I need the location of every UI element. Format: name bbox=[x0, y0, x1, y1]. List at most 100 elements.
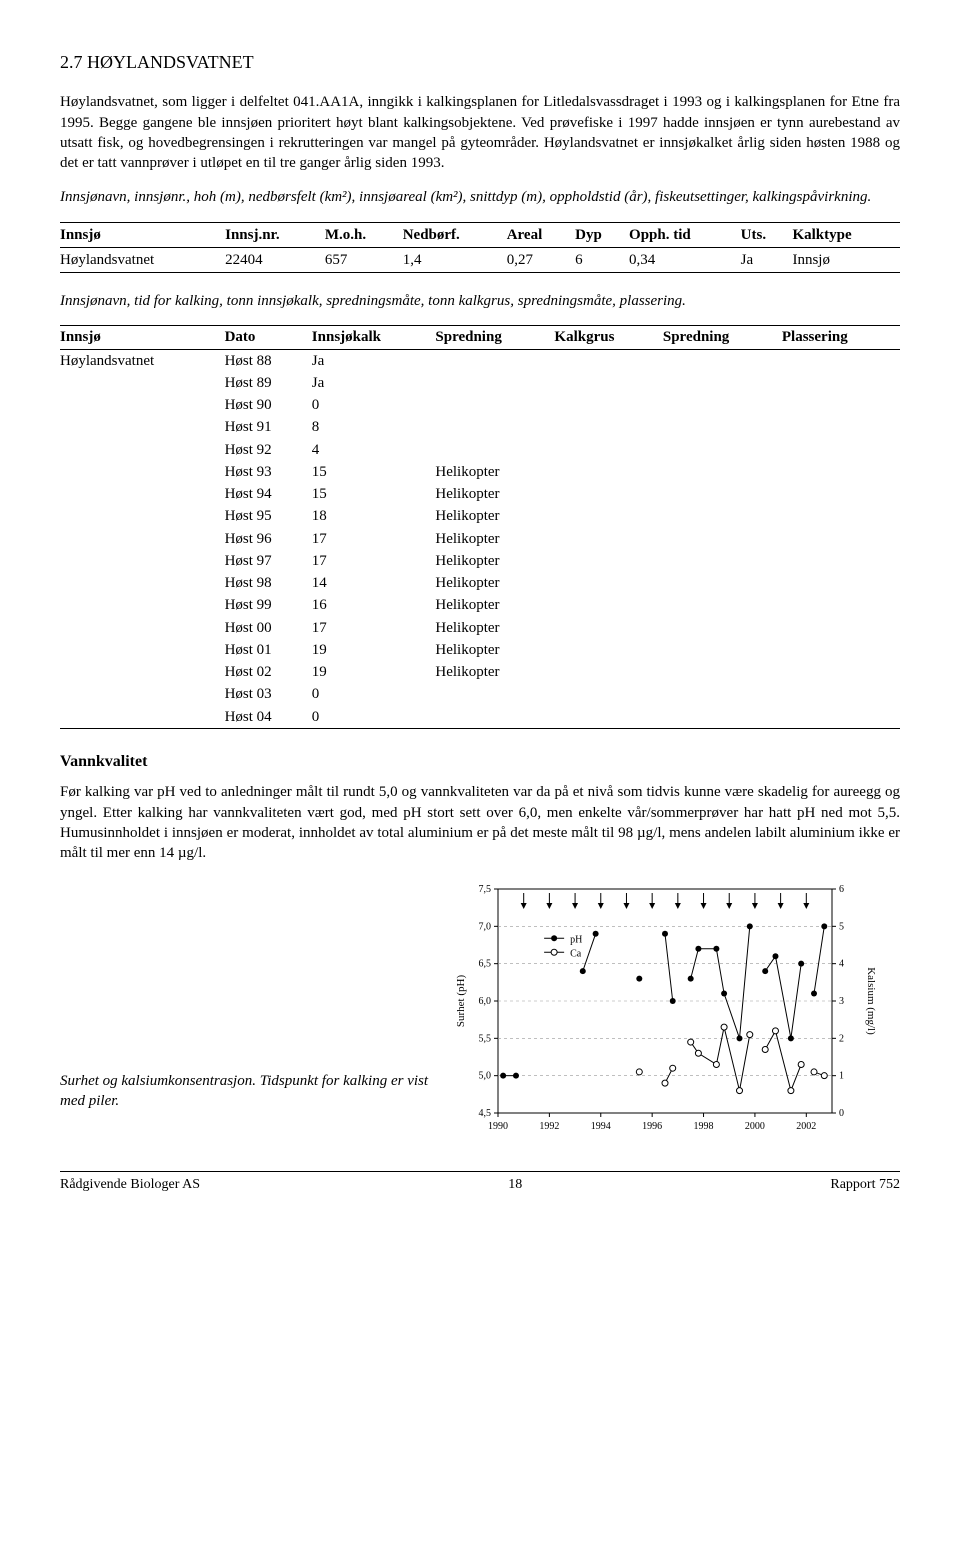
svg-text:4: 4 bbox=[839, 959, 844, 970]
table-cell: Høst 03 bbox=[225, 683, 312, 705]
table-cell bbox=[782, 528, 900, 550]
table-cell: 0 bbox=[312, 394, 436, 416]
page-footer: Rådgivende Biologer AS 18 Rapport 752 bbox=[60, 1171, 900, 1195]
table-cell: Høst 91 bbox=[225, 416, 312, 438]
svg-text:4,5: 4,5 bbox=[479, 1108, 492, 1119]
table-cell bbox=[782, 349, 900, 372]
svg-text:6,0: 6,0 bbox=[479, 996, 492, 1007]
table-cell bbox=[60, 461, 225, 483]
table-cell bbox=[554, 394, 662, 416]
table-cell bbox=[554, 706, 662, 729]
table-header: Spredning bbox=[663, 326, 782, 349]
table-cell bbox=[663, 572, 782, 594]
table-cell: Høst 97 bbox=[225, 550, 312, 572]
table-cell bbox=[782, 394, 900, 416]
table-cell: Innsjø bbox=[792, 247, 900, 272]
liming-table: InnsjøDatoInnsjøkalkSpredningKalkgrusSpr… bbox=[60, 325, 900, 729]
table-cell: Helikopter bbox=[435, 572, 554, 594]
table-cell bbox=[554, 416, 662, 438]
svg-text:1992: 1992 bbox=[539, 1121, 559, 1132]
svg-text:1990: 1990 bbox=[488, 1121, 508, 1132]
table-header: Innsjø bbox=[60, 326, 225, 349]
ph-ca-chart: 19901992199419961998200020024,55,05,56,0… bbox=[450, 881, 900, 1141]
table-cell bbox=[554, 617, 662, 639]
table-cell: Ja bbox=[312, 349, 436, 372]
table-row: Høst 0017Helikopter bbox=[60, 617, 900, 639]
table-cell: Høst 99 bbox=[225, 594, 312, 616]
table-cell: 15 bbox=[312, 461, 436, 483]
table-cell bbox=[554, 349, 662, 372]
svg-text:1: 1 bbox=[839, 1071, 844, 1082]
table-cell bbox=[663, 617, 782, 639]
table-header: Dato bbox=[225, 326, 312, 349]
table-cell bbox=[663, 394, 782, 416]
table-cell: 0 bbox=[312, 706, 436, 729]
table-cell bbox=[554, 661, 662, 683]
table-cell bbox=[435, 416, 554, 438]
table-cell: Helikopter bbox=[435, 550, 554, 572]
svg-text:Surhet (pH): Surhet (pH) bbox=[455, 975, 467, 1028]
meta-table: InnsjøInnsj.nr.M.o.h.Nedbørf.ArealDypOpp… bbox=[60, 222, 900, 274]
table-cell: 14 bbox=[312, 572, 436, 594]
table-cell bbox=[782, 505, 900, 527]
table-cell bbox=[60, 594, 225, 616]
table-cell bbox=[663, 639, 782, 661]
table-cell bbox=[554, 550, 662, 572]
table-cell: 18 bbox=[312, 505, 436, 527]
table-cell: Høylandsvatnet bbox=[60, 247, 225, 272]
table-cell bbox=[435, 394, 554, 416]
table-cell: 17 bbox=[312, 550, 436, 572]
table-header: Areal bbox=[507, 222, 575, 247]
table-cell bbox=[60, 394, 225, 416]
svg-text:1998: 1998 bbox=[694, 1121, 714, 1132]
vannkvalitet-heading: Vannkvalitet bbox=[60, 751, 900, 773]
svg-text:2: 2 bbox=[839, 1034, 844, 1045]
table-cell bbox=[554, 372, 662, 394]
table-cell bbox=[435, 372, 554, 394]
table-cell bbox=[782, 683, 900, 705]
svg-text:5: 5 bbox=[839, 922, 844, 933]
footer-right: Rapport 752 bbox=[830, 1176, 900, 1195]
table-cell: 0 bbox=[312, 683, 436, 705]
svg-text:5,5: 5,5 bbox=[479, 1034, 492, 1045]
table-cell bbox=[663, 528, 782, 550]
table-cell: 22404 bbox=[225, 247, 325, 272]
table-cell bbox=[663, 594, 782, 616]
svg-text:5,0: 5,0 bbox=[479, 1071, 492, 1082]
footer-page: 18 bbox=[508, 1176, 522, 1195]
table-cell bbox=[782, 594, 900, 616]
table-cell: Helikopter bbox=[435, 483, 554, 505]
table-cell bbox=[554, 528, 662, 550]
table-cell: 0,34 bbox=[629, 247, 741, 272]
table-cell bbox=[60, 416, 225, 438]
intro-paragraph: Høylandsvatnet, som ligger i delfeltet 0… bbox=[60, 92, 900, 173]
table-cell bbox=[554, 439, 662, 461]
table-cell bbox=[663, 439, 782, 461]
table-cell: Ja bbox=[741, 247, 793, 272]
table-cell: Helikopter bbox=[435, 639, 554, 661]
table-cell: 0,27 bbox=[507, 247, 575, 272]
table-cell: Helikopter bbox=[435, 505, 554, 527]
table-header: Plassering bbox=[782, 326, 900, 349]
table-cell: 8 bbox=[312, 416, 436, 438]
table-cell bbox=[663, 416, 782, 438]
table-cell bbox=[782, 550, 900, 572]
table-row: Høst 9916Helikopter bbox=[60, 594, 900, 616]
table-cell: Helikopter bbox=[435, 528, 554, 550]
table-row: Høst 9717Helikopter bbox=[60, 550, 900, 572]
table-cell: Høst 01 bbox=[225, 639, 312, 661]
svg-text:Ca: Ca bbox=[570, 949, 582, 960]
svg-text:0: 0 bbox=[839, 1108, 844, 1119]
table-cell bbox=[554, 639, 662, 661]
table-cell: Høst 88 bbox=[225, 349, 312, 372]
section-heading: 2.7 HØYLANDSVATNET bbox=[60, 50, 900, 74]
table-cell: Høst 93 bbox=[225, 461, 312, 483]
table-cell: Høst 02 bbox=[225, 661, 312, 683]
liming-caption: Innsjønavn, tid for kalking, tonn innsjø… bbox=[60, 291, 900, 311]
table-cell bbox=[60, 683, 225, 705]
table-cell: 19 bbox=[312, 661, 436, 683]
table-cell: 16 bbox=[312, 594, 436, 616]
table-header: Dyp bbox=[575, 222, 629, 247]
table-cell bbox=[782, 461, 900, 483]
table-cell bbox=[554, 594, 662, 616]
